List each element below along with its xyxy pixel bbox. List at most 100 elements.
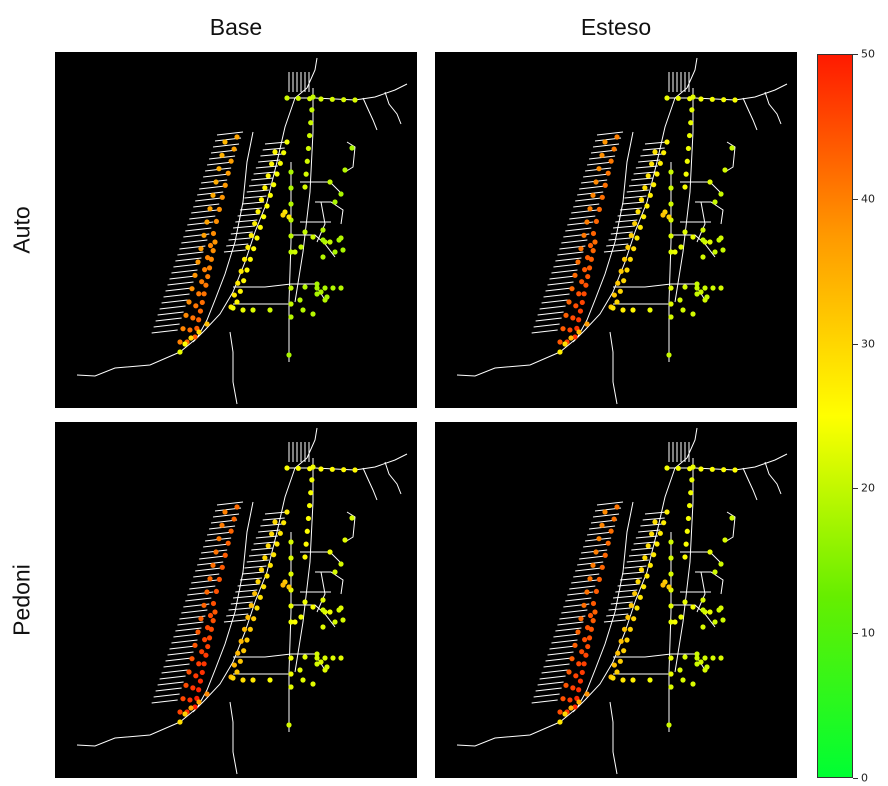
network-node [222, 139, 228, 145]
network-node [257, 224, 263, 230]
network-node [204, 589, 210, 595]
street-edge [171, 639, 198, 644]
network-node [689, 477, 695, 483]
street-edge [547, 281, 574, 286]
network-node [621, 256, 628, 262]
network-node [197, 678, 204, 684]
network-node [585, 643, 591, 650]
street-edge [253, 541, 276, 545]
network-node [682, 599, 688, 605]
network-node [587, 206, 593, 212]
street-edge [197, 561, 224, 566]
street-edge [163, 663, 190, 668]
network-node [718, 655, 724, 661]
network-node [352, 467, 358, 473]
street-edge [230, 601, 253, 605]
network-node [562, 711, 568, 717]
network-node [237, 658, 243, 664]
network-node [615, 280, 621, 286]
network-node [177, 719, 183, 725]
street-edge [575, 197, 602, 202]
network-node [722, 537, 728, 543]
street-edge [251, 177, 274, 181]
network-node [590, 618, 596, 624]
street-edge [344, 511, 356, 543]
network-node [245, 244, 251, 250]
network-node [682, 284, 688, 290]
network-node [210, 248, 216, 254]
network-node [241, 256, 248, 262]
network-node [327, 549, 333, 555]
street-edge [251, 547, 274, 551]
network-node [340, 617, 346, 623]
street-edge [553, 633, 580, 638]
network-node [267, 562, 273, 568]
street-edge [553, 263, 580, 268]
street-edge [239, 577, 262, 581]
network-node [216, 576, 222, 582]
network-node [729, 145, 735, 151]
network-node [314, 661, 320, 667]
street-edge [638, 159, 661, 163]
street-edge [549, 275, 576, 280]
network-node [647, 562, 653, 568]
network-node [644, 573, 650, 579]
street-edge [541, 299, 568, 304]
network-node [320, 624, 326, 630]
street-edge [561, 609, 588, 614]
network-node [700, 624, 706, 630]
street-edge [288, 532, 292, 732]
network-node [641, 214, 647, 220]
network-node [286, 722, 292, 728]
network-node [261, 584, 267, 590]
street-edge [764, 461, 782, 495]
network-node [593, 179, 599, 185]
network-node [712, 249, 718, 255]
network-node [570, 315, 576, 321]
network-node [219, 194, 225, 200]
network-node [664, 139, 670, 145]
network-node [576, 329, 582, 335]
street-edge [233, 595, 256, 599]
network-node [190, 685, 196, 691]
street-edge [545, 287, 572, 292]
network-node [222, 182, 228, 188]
network-node [576, 317, 582, 323]
street-edge [617, 583, 640, 587]
network-node [196, 291, 202, 297]
street-edge [537, 311, 564, 316]
network-node [666, 214, 672, 220]
network-node [684, 158, 690, 164]
street-edge [592, 143, 620, 148]
network-node [573, 673, 579, 679]
network-node [668, 571, 674, 577]
network-node [341, 97, 347, 103]
street-edge [229, 701, 238, 775]
network-node [687, 96, 693, 102]
network-node [668, 539, 674, 545]
street-edge [539, 675, 566, 680]
network-node [576, 291, 582, 297]
network-node [320, 227, 326, 233]
network-node [297, 297, 303, 303]
network-node [718, 191, 724, 197]
network-node [621, 626, 628, 632]
street-edge [531, 699, 558, 704]
network-node [320, 607, 326, 613]
network-node [302, 599, 308, 605]
network-node [566, 669, 572, 675]
network-node [605, 170, 611, 176]
network-node [590, 192, 596, 198]
network-node [645, 543, 651, 549]
network-node [183, 682, 189, 688]
street-edge [226, 613, 249, 617]
street-edge [155, 317, 182, 322]
network-node [204, 321, 210, 327]
street-edge [207, 531, 234, 536]
network-node [614, 669, 620, 675]
network-node [310, 234, 316, 240]
network-node [198, 616, 204, 622]
network-node [247, 256, 253, 262]
network-node [189, 286, 195, 292]
network-node [602, 182, 608, 188]
